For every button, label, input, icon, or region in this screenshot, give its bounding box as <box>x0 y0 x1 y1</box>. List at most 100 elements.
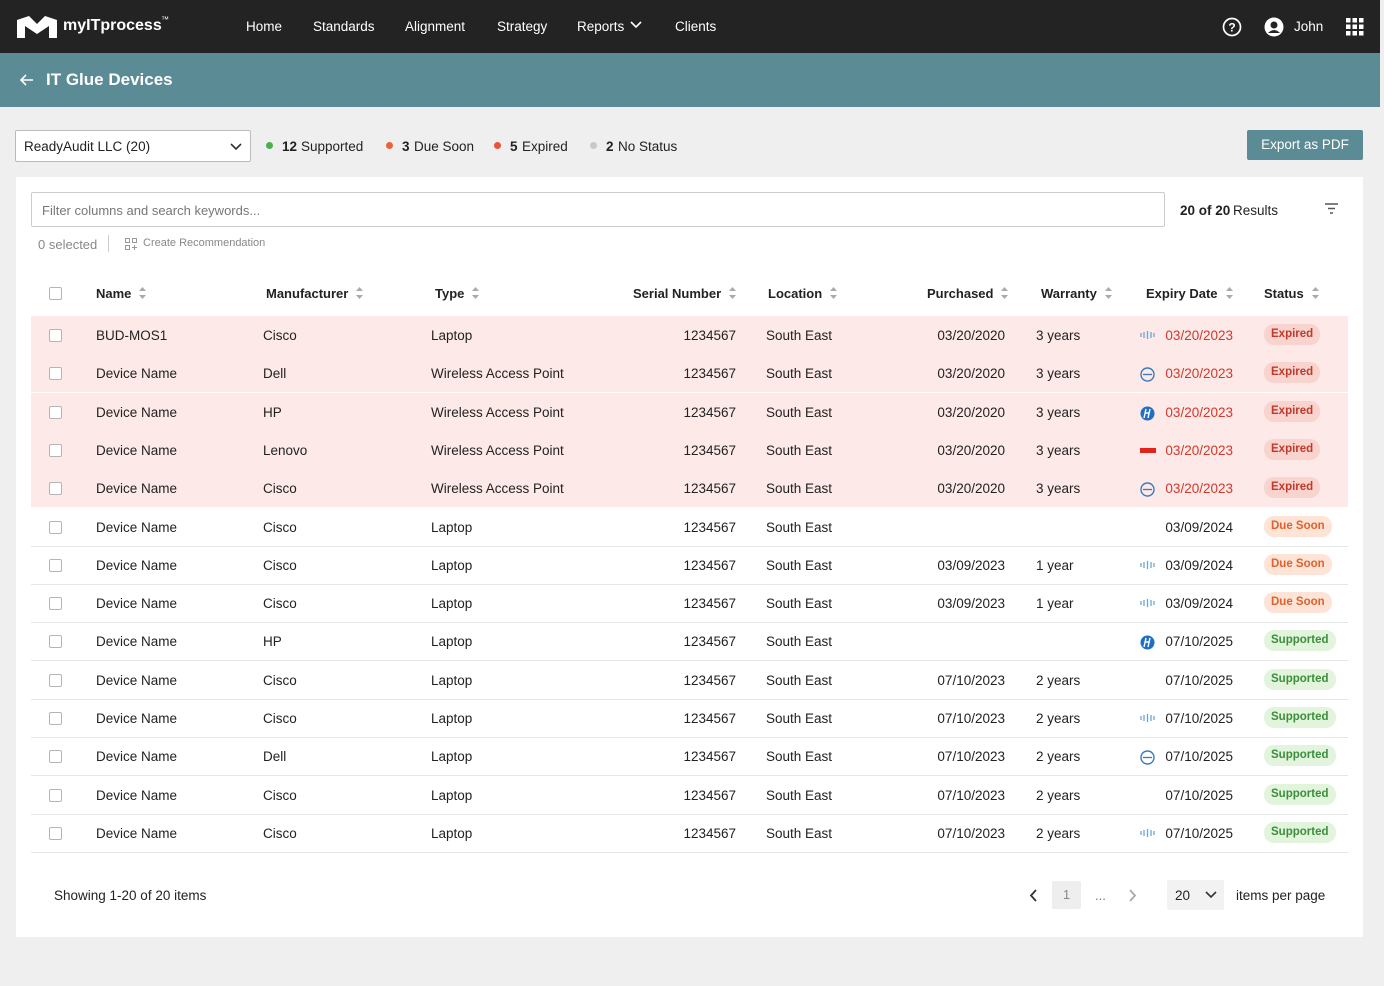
sort-icon[interactable] <box>471 286 480 303</box>
status-badge: Supported <box>1264 821 1336 843</box>
table-cell: Device Name <box>96 557 178 573</box>
create-recommendation[interactable]: Create Recommendation <box>143 237 266 249</box>
column-header: Name <box>96 286 132 301</box>
table-cell: Laptop <box>431 825 473 841</box>
prev-page[interactable] <box>1029 889 1038 902</box>
nav-link[interactable]: Standards <box>313 19 375 34</box>
column-header: Location <box>768 286 823 301</box>
next-page[interactable] <box>1128 889 1137 902</box>
nav-link[interactable]: Home <box>246 19 283 34</box>
apps-icon[interactable] <box>1346 18 1364 36</box>
table-row: Device Name Dell Laptop 1234567 South East 07… <box>31 737 1348 777</box>
nav-link[interactable]: Strategy <box>497 19 548 34</box>
table-card <box>16 177 1363 937</box>
filter-icon[interactable] <box>1325 203 1338 214</box>
results-label: Results <box>1233 203 1279 218</box>
status-label: No Status <box>618 139 678 154</box>
row-checkbox[interactable] <box>49 405 62 419</box>
user-icon[interactable] <box>1264 17 1284 37</box>
table-cell: 07/10/2023 <box>937 711 1005 726</box>
export-button[interactable]: Export as PDF <box>1247 130 1363 160</box>
table-cell: 03/20/2020 <box>937 442 1005 458</box>
sort-icon[interactable] <box>138 286 147 303</box>
table-cell: Device Name <box>96 481 178 497</box>
row-checkbox[interactable] <box>49 750 62 764</box>
column-header: Type <box>435 286 465 301</box>
row-checkbox[interactable] <box>49 712 62 725</box>
brand[interactable]: myITprocess <box>63 17 162 34</box>
per-page-select[interactable]: 20 <box>1167 880 1224 910</box>
status-badge: Expired <box>1264 400 1321 422</box>
table-cell: 07/10/2023 <box>937 749 1005 765</box>
table-cell: Device Name <box>96 366 178 382</box>
sort-icon[interactable] <box>829 286 838 303</box>
search-placeholder: Filter columns and search keywords... <box>42 203 261 218</box>
table-cell: South East <box>766 711 833 726</box>
row-checkbox[interactable] <box>49 482 62 496</box>
page-button[interactable]: 1 <box>1052 881 1081 909</box>
table-cell: South East <box>766 366 833 382</box>
per-page-value: 20 <box>1175 888 1191 903</box>
table-cell: 1234567 <box>683 366 736 382</box>
row-checkbox[interactable] <box>49 673 62 687</box>
sort-icon[interactable] <box>728 286 737 303</box>
table-cell: HP <box>263 404 282 420</box>
sort-icon[interactable] <box>1225 286 1234 303</box>
user-name[interactable]: John <box>1294 19 1324 34</box>
table-cell: 2 years <box>1036 672 1081 688</box>
back-arrow[interactable] <box>19 73 35 87</box>
company-name: ReadyAudit LLC (20) <box>24 139 151 154</box>
table-cell: 03/20/2023 <box>1165 328 1233 343</box>
row-checkbox[interactable] <box>49 597 62 611</box>
table-cell: 03/09/2024 <box>1165 596 1233 612</box>
table-cell: Device Name <box>96 596 178 612</box>
table-cell: 1 year <box>1036 557 1074 573</box>
table-cell: Cisco <box>263 557 297 573</box>
divider <box>108 235 109 252</box>
table-cell: South East <box>766 749 833 765</box>
nav-link[interactable]: Alignment <box>405 19 466 34</box>
table-cell: 1234567 <box>683 634 736 650</box>
table-cell: 1 year <box>1036 596 1074 612</box>
sort-icon[interactable] <box>355 286 364 303</box>
table-cell: 2 years <box>1036 749 1081 765</box>
table-cell: 1234567 <box>683 825 736 841</box>
per-page-label: items per page <box>1236 888 1326 903</box>
row-checkbox[interactable] <box>49 443 62 457</box>
table-cell: Device Name <box>96 672 178 688</box>
status-badge: Due Soon <box>1264 553 1332 575</box>
sort-icon[interactable] <box>1311 286 1320 303</box>
showing-text: Showing 1-20 of 20 items <box>54 888 207 903</box>
row-checkbox[interactable] <box>49 367 62 381</box>
vendor-icon <box>1140 367 1155 382</box>
column-header: Manufacturer <box>266 286 349 301</box>
status-badge: Due Soon <box>1264 515 1332 537</box>
table-cell: South East <box>766 557 833 573</box>
row-checkbox[interactable] <box>49 558 62 572</box>
row-checkbox[interactable] <box>49 826 62 840</box>
table-cell: Laptop <box>431 596 473 612</box>
sort-icon[interactable] <box>1000 286 1009 303</box>
page-header: IT Glue Devices <box>0 53 1380 107</box>
row-checkbox[interactable] <box>49 520 62 534</box>
row-checkbox[interactable] <box>49 788 62 802</box>
help-icon[interactable]: ? <box>1222 17 1242 37</box>
sort-icon[interactable] <box>1104 286 1113 303</box>
table-cell: 3 years <box>1036 404 1081 420</box>
nav-link[interactable]: Reports <box>577 19 625 34</box>
row-checkbox[interactable] <box>49 329 62 342</box>
select-all-checkbox[interactable] <box>49 287 62 300</box>
table-cell: 1234567 <box>683 404 736 420</box>
company-select[interactable]: ReadyAudit LLC (20) <box>15 130 251 162</box>
status-count: 3 <box>402 139 410 154</box>
status-badge: Supported <box>1264 668 1336 690</box>
row-checkbox[interactable] <box>49 635 62 649</box>
nav-link[interactable]: Clients <box>675 19 717 34</box>
table-cell: Device Name <box>96 787 178 803</box>
search-input[interactable]: Filter columns and search keywords... <box>31 192 1165 227</box>
table-cell: South East <box>766 328 833 343</box>
table-row: Device Name Cisco Laptop 1234567 South East 0… <box>31 699 1348 738</box>
table-cell: 03/20/2023 <box>1165 481 1233 497</box>
table-cell: 2 years <box>1036 787 1081 803</box>
